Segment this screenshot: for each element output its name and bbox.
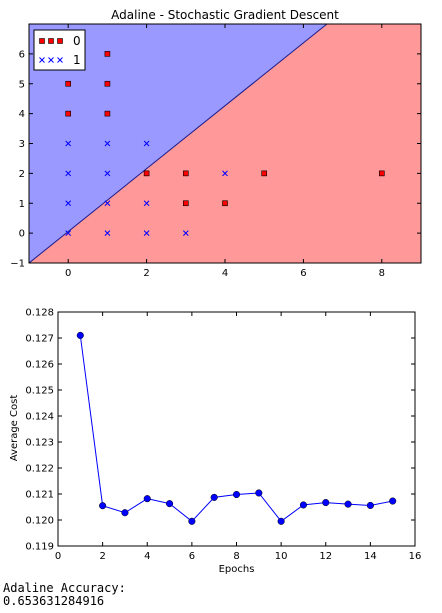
chart2-axes: 0 2 4 6 8 10 12 14 16 0.119 0.120 0.121 0.122 0.123 0.… xyxy=(25,308,421,563)
cost-point xyxy=(366,501,374,509)
cost-line-chart: 0 2 4 6 8 10 12 14 16 0.119 0.120 0.121 0.122 0.123 0.… xyxy=(9,308,421,576)
class-0-point xyxy=(104,110,111,117)
class-1-point xyxy=(104,230,111,236)
accuracy-output: Adaline Accuracy: 0.653631284916 xyxy=(3,582,126,608)
y-tick-label: 0.124 xyxy=(25,412,54,423)
cost-point xyxy=(299,501,307,509)
y-tick-label: 0.127 xyxy=(25,334,54,345)
y-tick-label: 0.120 xyxy=(25,516,54,527)
chart1-legend: 01 xyxy=(33,29,86,71)
class-0-point xyxy=(104,51,111,57)
class-0-point xyxy=(143,170,150,177)
legend-box xyxy=(33,29,86,71)
class-0-point xyxy=(65,110,71,117)
y-tick-label: 1 xyxy=(19,199,25,210)
class-1-point xyxy=(104,200,111,207)
cost-point xyxy=(143,495,151,503)
class-1-point xyxy=(104,170,111,177)
legend-marker-1 xyxy=(48,57,54,63)
x-tick-label: 2 xyxy=(99,551,105,562)
chart1-title: Adaline - Stochastic Gradient Descent xyxy=(111,8,339,22)
class-0-point xyxy=(65,80,71,87)
class-0-point xyxy=(261,170,268,177)
x-tick-label: 10 xyxy=(275,551,288,562)
class-1-point xyxy=(104,140,111,147)
legend-marker-0 xyxy=(57,38,63,44)
chart2-ylabel: Average Cost xyxy=(9,395,20,462)
class-1-point xyxy=(65,230,72,236)
decision-region-chart: Adaline - Stochastic Gradient Descent 0 2… xyxy=(10,8,422,279)
class-1-point xyxy=(65,170,72,177)
y-tick-label: 6 xyxy=(19,49,25,60)
cost-point xyxy=(210,493,218,501)
class-0-point xyxy=(104,80,111,87)
cost-point xyxy=(99,502,107,510)
class-0-point xyxy=(183,200,189,207)
y-tick-label: 0.126 xyxy=(25,360,54,371)
x-tick-label: 0 xyxy=(65,268,71,279)
accuracy-label: Adaline Accuracy: xyxy=(3,581,126,595)
x-tick-label: 0 xyxy=(55,551,61,562)
cost-point xyxy=(255,489,263,497)
class-0-point xyxy=(378,170,385,177)
cost-point xyxy=(121,509,129,517)
cost-point xyxy=(322,499,330,507)
class-0-point xyxy=(222,200,228,207)
class-1-point xyxy=(222,170,228,177)
y-tick-label: 0.123 xyxy=(25,438,54,449)
legend-label-0: 0 xyxy=(73,34,81,48)
y-tick-label: 5 xyxy=(19,79,25,90)
cost-point xyxy=(76,331,84,339)
y-tick-label: −1 xyxy=(10,259,25,270)
y-tick-label: 2 xyxy=(19,169,25,180)
legend-label-1: 1 xyxy=(73,53,81,67)
chart1-plot-area xyxy=(28,23,421,264)
y-tick-label: 3 xyxy=(19,139,25,150)
y-tick-label: 0.122 xyxy=(25,464,54,475)
cost-point xyxy=(188,517,196,525)
y-tick-label: 0.128 xyxy=(25,308,54,319)
cost-point xyxy=(232,490,241,499)
class-1-point xyxy=(143,230,150,236)
x-tick-label: 8 xyxy=(233,551,239,562)
cost-point xyxy=(277,517,285,525)
cost-point xyxy=(344,500,352,508)
x-tick-label: 12 xyxy=(319,551,332,562)
x-tick-label: 8 xyxy=(379,268,385,279)
class-1-point xyxy=(65,200,72,207)
legend-marker-1 xyxy=(39,57,45,63)
class-1-point xyxy=(143,140,150,147)
class-1-point xyxy=(143,200,150,207)
x-tick-label: 6 xyxy=(300,268,306,279)
decision-boundary-line xyxy=(28,23,328,264)
legend-marker-0 xyxy=(39,38,45,44)
y-tick-label: 0 xyxy=(19,229,25,240)
class-1-point xyxy=(65,140,72,147)
x-tick-label: 16 xyxy=(409,551,422,562)
class-0-point xyxy=(183,170,189,177)
x-tick-label: 4 xyxy=(144,551,150,562)
chart2-plot-area xyxy=(58,312,415,546)
x-tick-label: 14 xyxy=(364,551,377,562)
cost-point xyxy=(389,497,397,505)
y-tick-label: 0.119 xyxy=(25,542,54,553)
legend-marker-1 xyxy=(57,57,63,63)
class-1-point xyxy=(182,230,189,236)
x-tick-label: 2 xyxy=(143,268,149,279)
x-tick-label: 4 xyxy=(222,268,228,279)
chart2-xlabel: Epochs xyxy=(219,564,255,575)
chart2-background xyxy=(58,312,415,546)
accuracy-value: 0.653631284916 xyxy=(3,594,105,608)
y-tick-label: 0.125 xyxy=(25,386,54,397)
legend-marker-0 xyxy=(48,38,54,44)
cost-point xyxy=(166,500,174,508)
y-tick-label: 0.121 xyxy=(25,490,54,501)
y-tick-label: 4 xyxy=(19,109,25,120)
x-tick-label: 6 xyxy=(189,551,195,562)
